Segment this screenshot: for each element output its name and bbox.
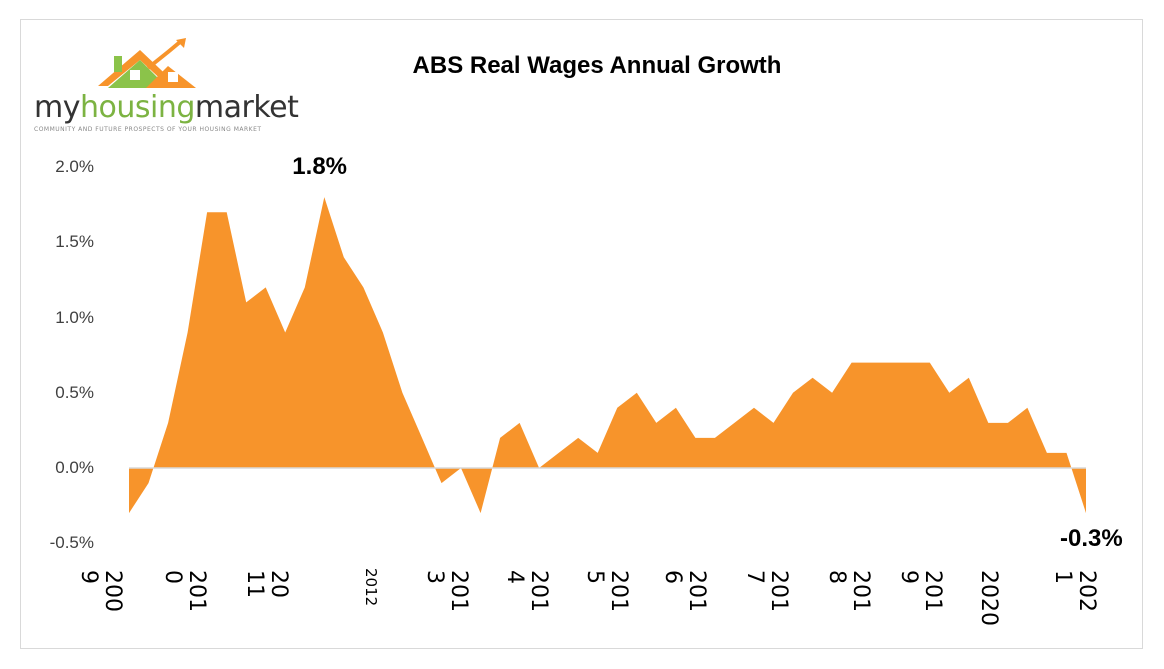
- x-tick-label: 2012: [362, 568, 380, 607]
- x-tick-label: 201 0: [160, 570, 209, 612]
- x-tick-label: 201 8: [824, 570, 873, 612]
- x-tick-label: 201 7: [742, 570, 791, 612]
- logo-text-my: my: [34, 90, 80, 125]
- logo-tagline: COMMUNITY AND FUTURE PROSPECTS OF YOUR H…: [34, 126, 262, 133]
- y-tick-label: 0.5%: [55, 382, 94, 402]
- x-tick-label: 200 9: [76, 570, 125, 612]
- y-tick-label: 1.0%: [55, 307, 94, 327]
- x-tick-label: 201 5: [582, 570, 631, 612]
- x-tick-label: 202 1: [1050, 570, 1099, 612]
- x-tick-label: 201 3: [422, 570, 471, 612]
- house-logo-icon: [98, 38, 196, 88]
- x-tick-label: 201 4: [502, 570, 551, 612]
- chart-title: ABS Real Wages Annual Growth: [412, 52, 782, 79]
- y-tick-label: 2.0%: [55, 157, 94, 176]
- y-tick-label: 0.0%: [55, 458, 94, 477]
- data-label: -0.3%: [1060, 525, 1123, 553]
- logo-text-market: market: [194, 90, 299, 125]
- x-tick-label: 2020: [976, 570, 1001, 626]
- area-series: [129, 197, 1086, 514]
- x-tick-label: 201 6: [660, 570, 709, 612]
- x-tick-label: 20 11: [242, 570, 291, 598]
- logo-text-housing: housing: [79, 90, 195, 125]
- data-label: 1.8%: [292, 153, 347, 181]
- logo-wordmark: myhousingmarket: [34, 90, 299, 125]
- logo: myhousingmarket COMMUNITY AND FUTURE PRO…: [28, 38, 299, 134]
- y-tick-label: -0.5%: [49, 533, 94, 553]
- x-tick-label: 201 9: [896, 570, 945, 612]
- y-tick-label: 1.5%: [55, 232, 94, 252]
